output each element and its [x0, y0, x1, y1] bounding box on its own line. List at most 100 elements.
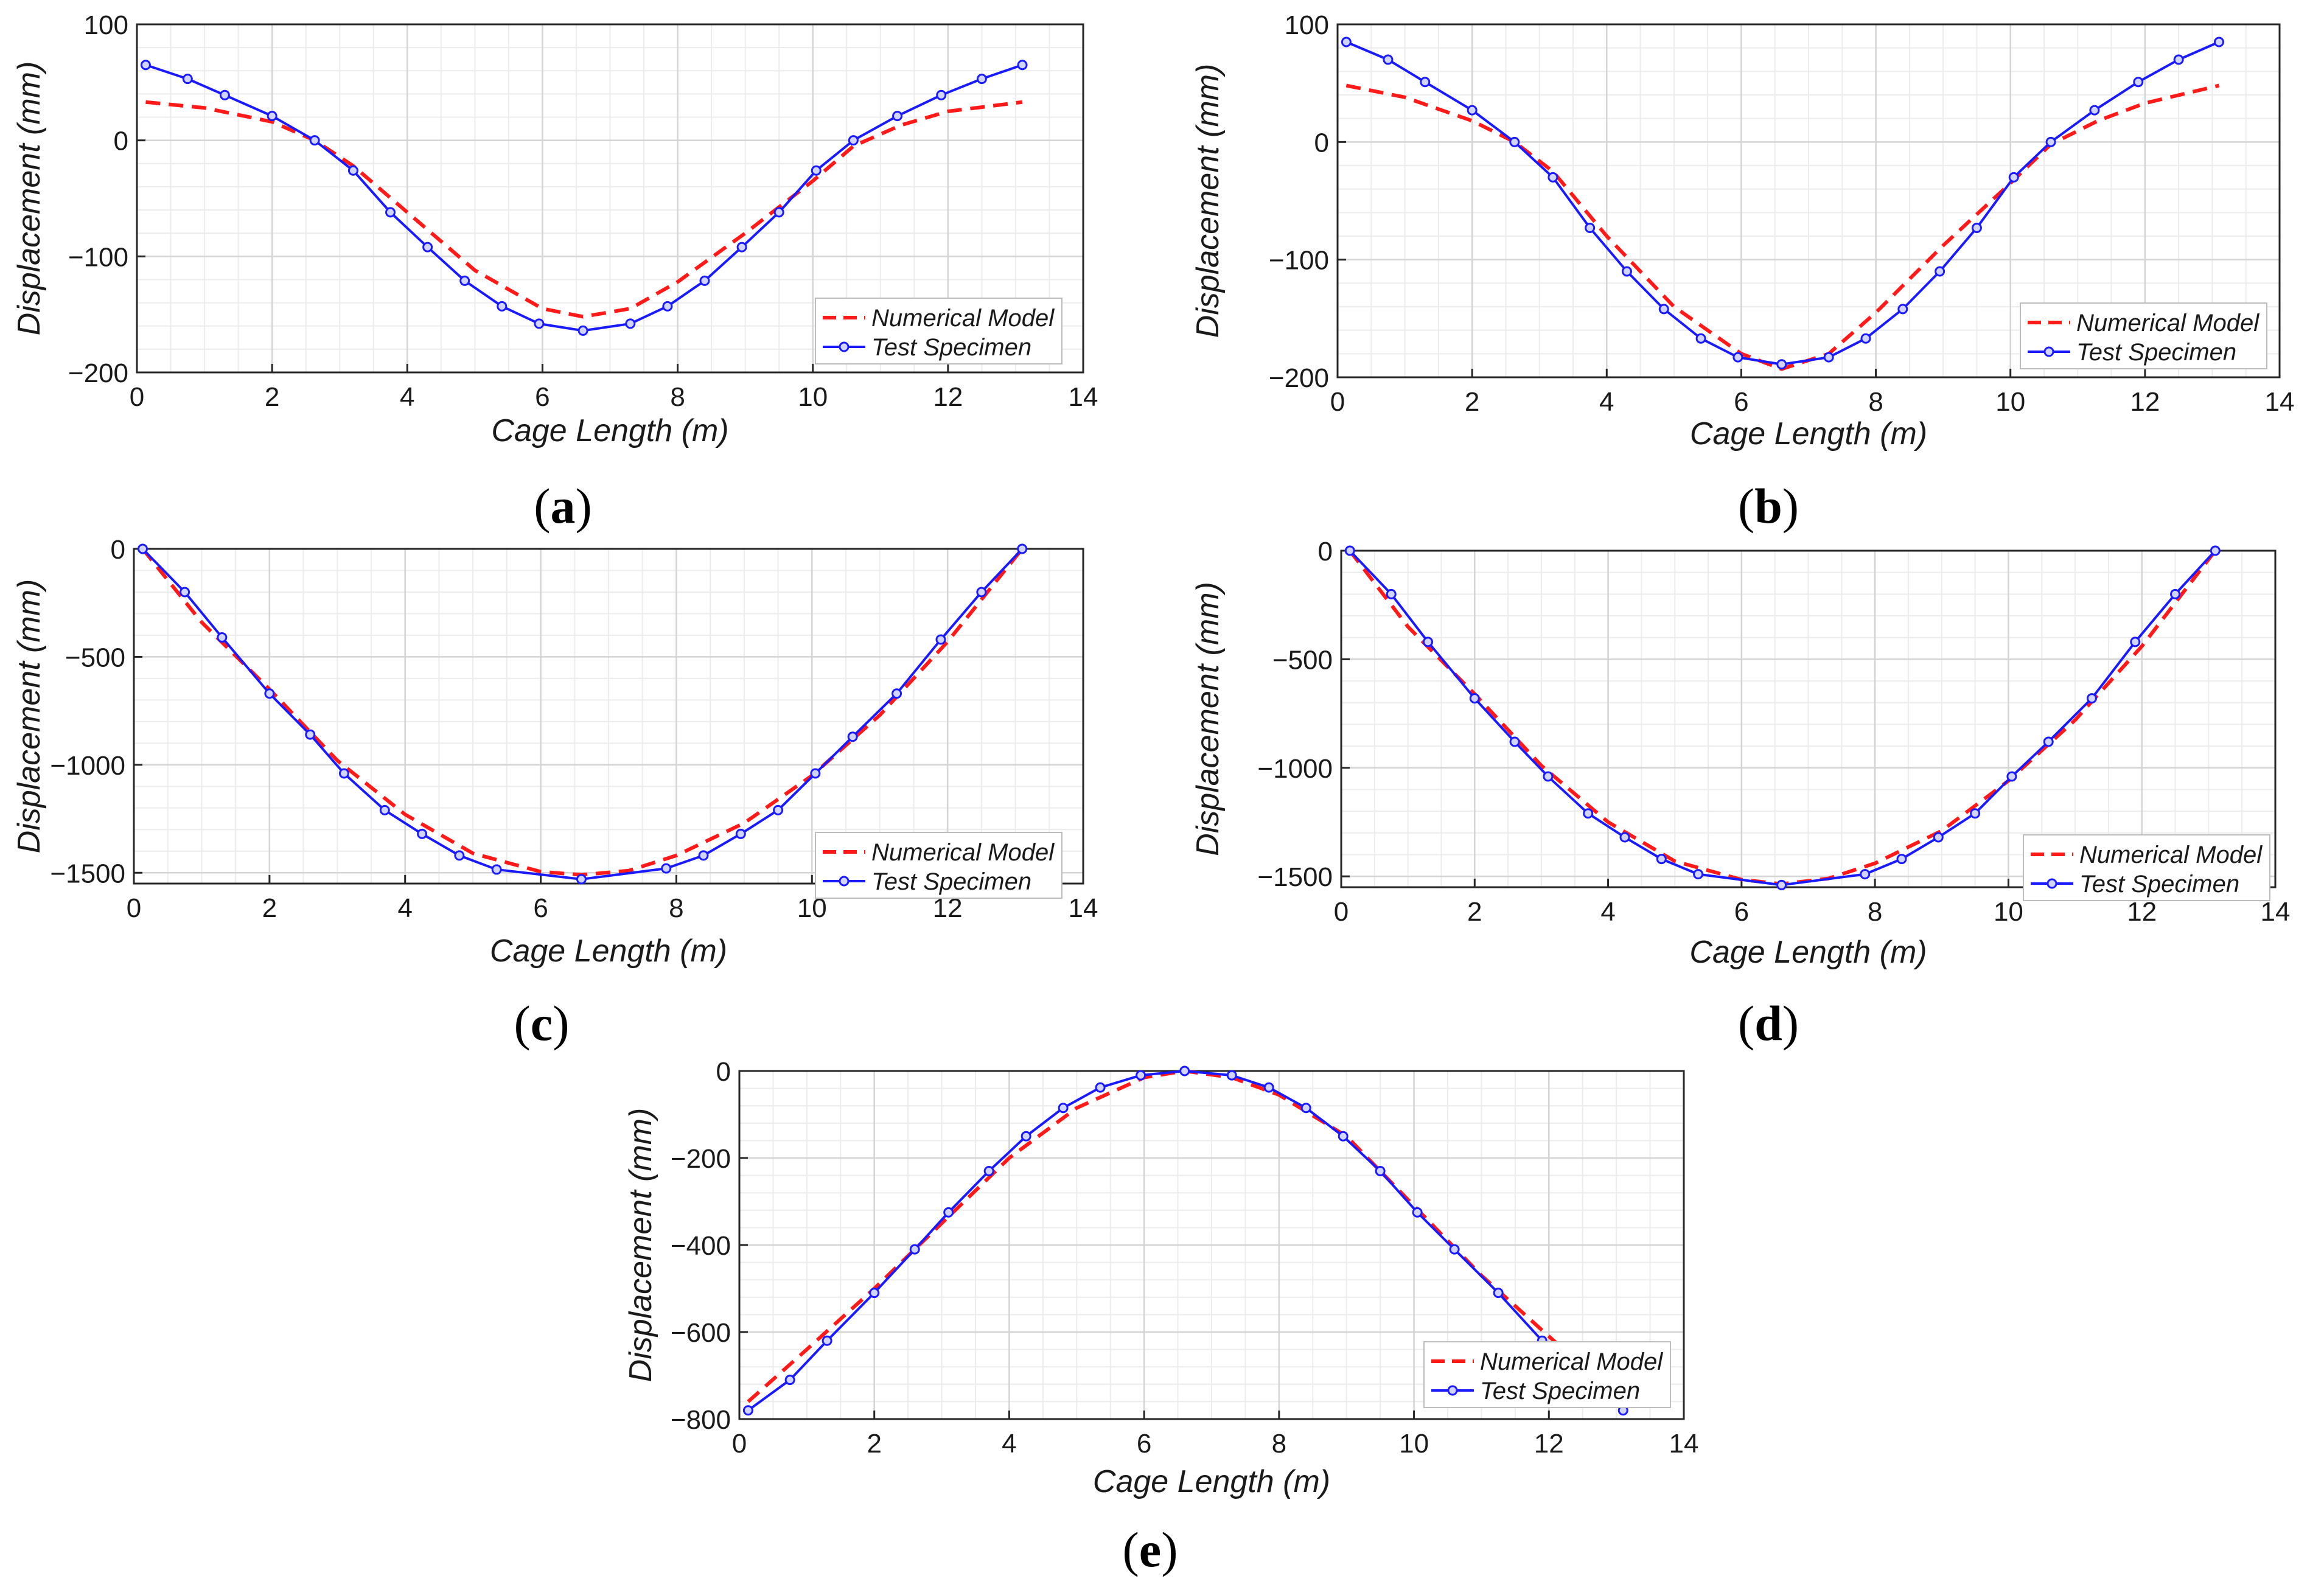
data-point-test-specimen — [417, 828, 428, 839]
panel-label-d: (d) — [1737, 996, 1799, 1051]
data-point-test-specimen — [1449, 1244, 1460, 1255]
data-point-test-specimen — [1136, 1070, 1146, 1081]
legend-label-test-specimen: Test Specimen — [2076, 339, 2236, 366]
data-point-test-specimen — [1733, 352, 1743, 363]
data-point-test-specimen — [1509, 736, 1520, 747]
y-tick-label: −200 — [68, 358, 128, 388]
x-tick-label: 8 — [670, 382, 685, 412]
x-tick-label: 10 — [1399, 1429, 1429, 1459]
x-axis-label: Cage Length (m) — [1093, 1464, 1330, 1499]
y-tick-label: 0 — [1318, 537, 1333, 567]
chart-panel-d: 0 2 4 6 8 10 12 14 −1500 −1000 −500 0 Cage Length (m… — [1181, 523, 2324, 1059]
x-tick-label: 6 — [1734, 387, 1748, 417]
data-point-test-specimen — [1656, 854, 1667, 865]
data-point-test-specimen — [1412, 1207, 1423, 1218]
x-tick-label: 8 — [669, 893, 683, 923]
data-point-test-specimen — [491, 864, 502, 875]
data-point-test-specimen — [1017, 543, 1028, 554]
legend-label-test-specimen: Test Specimen — [1480, 1378, 1640, 1404]
data-point-test-specimen — [773, 804, 784, 815]
data-point-test-specimen — [1896, 854, 1907, 865]
plot-frame — [133, 548, 1084, 885]
x-tick-label: 6 — [535, 382, 550, 412]
data-point-test-specimen — [810, 768, 821, 779]
data-point-test-specimen — [2130, 637, 2141, 647]
y-tick-label: 100 — [84, 10, 128, 40]
panel-label-c-letter: c — [530, 996, 553, 1051]
x-tick-label: 4 — [400, 382, 414, 412]
x-tick-label: 12 — [2127, 897, 2157, 927]
legend-label-test-specimen: Test Specimen — [2079, 871, 2239, 898]
data-point-test-specimen — [936, 89, 947, 100]
plot-frame — [136, 23, 1084, 374]
y-tick-label: 0 — [114, 127, 128, 156]
data-point-test-specimen — [976, 587, 987, 598]
data-point-test-specimen — [892, 111, 903, 122]
data-point-test-specimen — [1935, 266, 1945, 277]
x-tick-label: 14 — [2261, 897, 2291, 927]
data-point-test-specimen — [454, 850, 465, 861]
plot-frame — [1336, 23, 2281, 378]
data-point-test-specimen — [347, 165, 358, 176]
x-tick-label: 0 — [732, 1429, 747, 1459]
x-axis-label: Cage Length (m) — [491, 413, 728, 448]
y-axis-label: Displacement (mm) — [12, 579, 47, 854]
chart-a: 0 2 4 6 8 10 12 14 −200 −100 0 100 Cage Length (m) Di… — [12, 10, 1098, 448]
data-point-test-specimen — [217, 632, 228, 643]
data-point-test-specimen — [1776, 359, 1787, 370]
chart-b: 0 2 4 6 8 10 12 14 −200 −100 0 100 Cage Length (m) Di… — [1190, 10, 2294, 452]
data-point-test-specimen — [1776, 879, 1787, 890]
y-tick-label: −200 — [1269, 363, 1329, 393]
y-tick-label: −800 — [671, 1405, 731, 1435]
data-point-test-specimen — [309, 135, 320, 146]
data-point-test-specimen — [847, 731, 858, 742]
y-tick-label: −1500 — [1257, 862, 1333, 892]
data-point-test-specimen — [1823, 352, 1834, 363]
panel-label-b-letter: b — [1754, 478, 1782, 534]
data-point-test-specimen — [2133, 77, 2144, 88]
y-axis-label: Displacement (mm) — [623, 1108, 658, 1383]
legend-label-numerical-model: Numerical Model — [871, 839, 1055, 866]
chart-d: 0 2 4 6 8 10 12 14 −1500 −1000 −500 0 Cage Length (m… — [1190, 537, 2291, 970]
data-point-test-specimen — [1375, 1165, 1386, 1176]
x-tick-label: 6 — [533, 893, 548, 923]
data-point-test-specimen — [2213, 37, 2224, 47]
x-tick-label: 0 — [130, 382, 144, 412]
x-axis-label: Cage Length (m) — [490, 933, 727, 969]
data-point-test-specimen — [305, 729, 316, 740]
data-point-test-specimen — [2173, 54, 2184, 65]
data-point-test-specimen — [1263, 1082, 1274, 1093]
data-point-test-specimen — [1693, 869, 1704, 880]
panel-label-c: (c) — [514, 996, 570, 1051]
y-tick-label: −1500 — [50, 859, 125, 888]
data-point-test-specimen — [1420, 77, 1431, 88]
y-tick-label: −1000 — [1257, 754, 1333, 784]
data-point-test-specimen — [1095, 1082, 1106, 1093]
panel-label-e-letter: e — [1139, 1522, 1162, 1577]
y-tick-label: −100 — [68, 242, 128, 272]
data-point-test-specimen — [2043, 736, 2054, 747]
data-point-test-specimen — [140, 60, 151, 71]
data-point-test-specimen — [943, 1207, 954, 1218]
data-point-test-specimen — [2006, 771, 2017, 782]
data-point-test-specimen — [379, 804, 390, 815]
data-point-test-specimen — [784, 1375, 795, 1386]
data-point-test-specimen — [1493, 1288, 1504, 1299]
data-point-test-specimen — [1300, 1103, 1311, 1114]
data-point-test-specimen — [869, 1288, 880, 1299]
data-point-test-specimen — [385, 207, 396, 218]
series-line-numerical-model — [145, 100, 1023, 319]
x-tick-label: 2 — [867, 1429, 881, 1459]
data-point-test-specimen — [1970, 808, 1981, 819]
x-tick-label: 8 — [1272, 1429, 1286, 1459]
data-point-test-specimen — [1179, 1066, 1190, 1076]
data-point-test-specimen — [698, 850, 709, 861]
x-tick-label: 2 — [265, 382, 279, 412]
x-tick-label: 4 — [1002, 1429, 1016, 1459]
y-tick-label: −400 — [671, 1231, 731, 1261]
data-point-test-specimen — [1058, 1103, 1069, 1114]
plot-frame — [1340, 549, 2277, 888]
data-point-test-specimen — [1897, 304, 1908, 315]
chart-panel-e: 0 2 4 6 8 10 12 14 −800 −600 −400 −200 0 Cage Length … — [596, 1041, 1753, 1587]
